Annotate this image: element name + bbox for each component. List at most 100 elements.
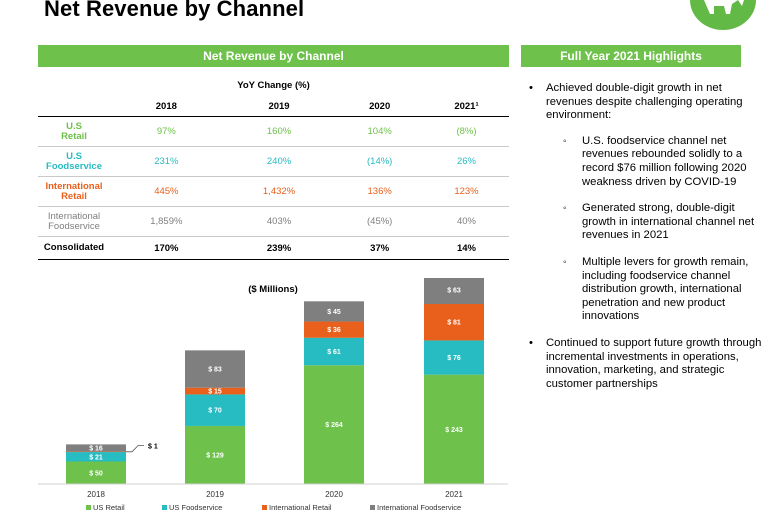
data-label: $ 36 xyxy=(327,327,341,334)
bar-segment xyxy=(185,425,245,484)
bar-segment xyxy=(304,301,364,322)
bar-segment xyxy=(185,387,245,395)
revenue-banner: Net Revenue by Channel xyxy=(38,45,509,67)
row-label: U.S Foodservice xyxy=(38,146,110,177)
yoy-cell: 14% xyxy=(423,236,509,260)
yoy-row-us-retail: U.S Retail 97% 160% 104% (8%) xyxy=(38,116,509,147)
row-label: Consolidated xyxy=(38,236,110,260)
yoy-cell: 136% xyxy=(335,176,424,207)
highlights-banner: Full Year 2021 Highlights xyxy=(521,45,741,67)
legend-label: US Foodservice xyxy=(169,503,222,512)
x-tick-label: 2021 xyxy=(445,490,463,499)
data-label: $ 63 xyxy=(447,287,461,294)
yoy-cell: (14%) xyxy=(335,146,424,177)
yoy-cell: (8%) xyxy=(423,116,509,147)
data-label: $ 21 xyxy=(89,454,103,461)
bar-segment xyxy=(66,461,126,484)
highlights-list: Achieved double-digit growth in net reve… xyxy=(527,82,763,403)
legend-swatch xyxy=(262,505,267,510)
yoy-cell: 403% xyxy=(222,206,336,237)
yoy-cell: 239% xyxy=(222,236,336,260)
data-label: $ 81 xyxy=(447,320,461,327)
highlight-bullet: Achieved double-digit growth in net reve… xyxy=(527,82,763,123)
row-label-line2: Foodservice xyxy=(46,160,102,172)
x-tick-label: 2020 xyxy=(325,490,343,499)
row-label-line1: U.S xyxy=(66,120,82,132)
yoy-cell: 170% xyxy=(110,236,223,260)
legend-swatch xyxy=(162,505,167,510)
yoy-cell: (45%) xyxy=(335,206,424,237)
legend-label: International Foodservice xyxy=(377,503,461,512)
yoy-row-intl-retail: International Retail 445% 1,432% 136% 123… xyxy=(38,176,509,207)
yoy-table-title: YoY Change (%) xyxy=(237,80,310,91)
highlight-sub-bullet: Generated strong, double-digit growth in… xyxy=(527,202,763,243)
yoy-table: 2018 2019 2020 2021¹ U.S Retail 97% 160% … xyxy=(38,96,509,260)
highlight-bullet: Continued to support future growth throu… xyxy=(527,337,763,391)
bar-segment xyxy=(66,444,126,452)
brand-logo xyxy=(690,0,756,30)
yoy-cell: 104% xyxy=(335,116,424,147)
x-tick-label: 2019 xyxy=(206,490,224,499)
data-label: $ 83 xyxy=(208,367,222,374)
revenue-stacked-bar-chart: ($ Millions) $ 50 $ 21 $ 1 $ 16 2018 $ 129 $ 70… xyxy=(38,278,508,512)
steer-icon xyxy=(704,0,744,14)
x-tick-label: 2018 xyxy=(87,490,105,499)
row-label-line2: Retail xyxy=(61,130,87,142)
row-label: U.S Retail xyxy=(38,116,110,147)
row-label-line1: International xyxy=(47,210,101,222)
yoy-header-2021: 2021¹ xyxy=(423,96,509,117)
yoy-cell: 231% xyxy=(110,146,223,177)
row-label-line1: International xyxy=(45,180,103,192)
yoy-cell: 160% xyxy=(222,116,336,147)
page-title: Net Revenue by Channel xyxy=(44,0,305,21)
yoy-row-us-foodservice: U.S Foodservice 231% 240% (14%) 26% xyxy=(38,146,509,177)
data-label: $ 45 xyxy=(327,309,341,316)
bar-segment xyxy=(424,304,484,341)
row-label-line1: U.S xyxy=(66,150,82,162)
bar-segment xyxy=(185,394,245,426)
yoy-cell: 240% xyxy=(222,146,336,177)
legend-label: International Retail xyxy=(269,503,332,512)
row-label-line2: Retail xyxy=(61,190,87,202)
row-label: International Foodservice xyxy=(38,206,110,237)
data-label: $ 50 xyxy=(89,470,103,477)
yoy-cell: 37% xyxy=(335,236,424,260)
yoy-header-2020: 2020 xyxy=(335,96,424,117)
bar-segment xyxy=(185,350,245,388)
legend-swatch xyxy=(86,505,91,510)
data-label: $ 61 xyxy=(327,349,341,356)
bar-segment xyxy=(304,365,364,484)
highlight-sub-bullet: Multiple levers for growth remain, inclu… xyxy=(527,256,763,324)
yoy-cell: 1,432% xyxy=(222,176,336,207)
callout-line xyxy=(126,445,144,453)
yoy-header-2018: 2018 xyxy=(110,96,223,117)
yoy-cell: 26% xyxy=(423,146,509,177)
yoy-row-intl-foodservice: International Foodservice 1,859% 403% (45… xyxy=(38,206,509,237)
row-label: International Retail xyxy=(38,176,110,207)
data-label: $ 15 xyxy=(208,389,222,396)
data-label: $ 76 xyxy=(447,355,461,362)
bar-segment xyxy=(424,374,484,484)
data-label: $ 243 xyxy=(445,427,463,434)
data-label: $ 70 xyxy=(208,408,222,415)
legend-swatch xyxy=(370,505,375,510)
bar-segment xyxy=(66,452,126,462)
data-label: $ 1 xyxy=(148,444,158,451)
yoy-cell: 40% xyxy=(423,206,509,237)
yoy-cell: 123% xyxy=(423,176,509,207)
legend-label: US Retail xyxy=(93,503,125,512)
yoy-header-2019: 2019 xyxy=(222,96,336,117)
bar-segment xyxy=(304,321,364,338)
yoy-cell: 445% xyxy=(110,176,223,207)
yoy-row-consolidated: Consolidated 170% 239% 37% 14% xyxy=(38,236,509,260)
bar-segment xyxy=(424,278,484,304)
yoy-header-blank xyxy=(38,96,110,117)
yoy-cell: 97% xyxy=(110,116,223,147)
bar-segment xyxy=(304,337,364,366)
bar-segment xyxy=(424,340,484,375)
data-label: $ 16 xyxy=(89,446,103,453)
yoy-header-row: 2018 2019 2020 2021¹ xyxy=(38,96,509,117)
data-label: $ 129 xyxy=(206,452,224,459)
yoy-cell: 1,859% xyxy=(110,206,223,237)
row-label-line2: Foodservice xyxy=(48,220,100,232)
